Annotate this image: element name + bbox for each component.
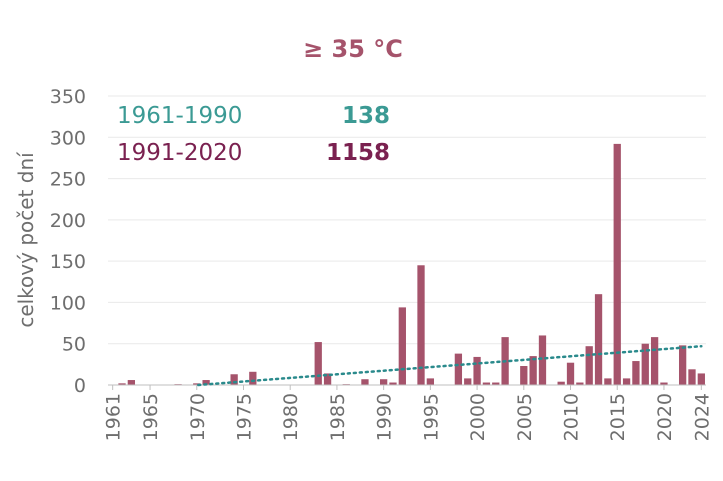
bar <box>697 373 705 385</box>
bar <box>678 345 687 385</box>
bar <box>650 337 659 385</box>
bar <box>473 356 481 385</box>
bar <box>529 356 537 385</box>
x-axis: 1961 1965 1970 1975 1980 1985 1990 1995 2000 2005… <box>103 385 713 441</box>
bar <box>323 373 332 385</box>
x-tick-label: 2020 <box>654 393 676 441</box>
bar <box>193 383 201 385</box>
bar <box>426 378 435 385</box>
legend-value-2: 1158 <box>326 140 390 166</box>
y-tick-label: 250 <box>50 169 86 191</box>
bar <box>482 382 491 385</box>
chart-title: ≥ 35 °C <box>303 35 403 63</box>
bar <box>230 374 238 385</box>
trend-line <box>197 344 703 387</box>
bar <box>557 381 565 385</box>
x-tick-label: 1985 <box>327 393 349 441</box>
bar <box>398 307 406 385</box>
y-axis: 0 50 100 150 200 250 300 350 <box>50 86 86 397</box>
bar <box>632 361 640 385</box>
y-tick-label: 200 <box>50 210 86 232</box>
x-tick-label: 2024 <box>691 393 713 441</box>
bar <box>379 379 388 385</box>
bar <box>314 342 322 385</box>
y-tick-label: 50 <box>62 334 86 356</box>
x-tick-label: 1990 <box>374 393 396 441</box>
bar <box>585 346 593 385</box>
bar <box>660 382 668 385</box>
legend-period-2: 1991-2020 <box>117 140 242 166</box>
bar <box>492 382 500 385</box>
x-tick-label: 2015 <box>607 393 629 441</box>
y-tick-label: 150 <box>50 251 86 273</box>
x-tick-label: 1980 <box>280 393 302 441</box>
legend-value-1: 138 <box>342 103 390 129</box>
x-tick-label: 1970 <box>187 393 209 441</box>
bar <box>389 382 397 385</box>
x-tick-label: 2000 <box>467 393 489 441</box>
y-tick-label: 300 <box>50 127 86 149</box>
x-tick-label: 1975 <box>233 393 255 441</box>
grid <box>108 95 706 345</box>
x-tick-label: 1965 <box>140 393 162 441</box>
bar <box>417 265 425 385</box>
y-axis-label: celkový počet dní <box>14 151 38 328</box>
y-tick-label: 350 <box>50 86 86 108</box>
y-tick-label: 100 <box>50 292 86 314</box>
x-tick-label: 1961 <box>103 393 125 441</box>
bar <box>202 380 210 385</box>
bar <box>538 335 547 385</box>
bar <box>688 369 696 385</box>
bar <box>127 380 136 385</box>
bar <box>576 382 584 385</box>
y-tick-label: 0 <box>74 375 86 397</box>
bar <box>604 378 612 385</box>
bar <box>641 343 649 385</box>
bar <box>249 371 257 385</box>
bar <box>613 143 621 385</box>
bar <box>520 366 528 385</box>
x-tick-label: 1995 <box>420 393 442 441</box>
bar <box>118 383 126 385</box>
bar <box>361 379 369 385</box>
bar <box>454 353 463 385</box>
bars <box>118 143 705 385</box>
x-tick-label: 2005 <box>514 393 536 441</box>
x-tick-label: 2010 <box>561 393 583 441</box>
bar <box>566 362 575 385</box>
legend: 1961-1990 138 1991-2020 1158 <box>117 103 390 166</box>
bar <box>594 294 603 385</box>
bar <box>464 378 472 385</box>
legend-period-1: 1961-1990 <box>117 103 242 129</box>
bar <box>622 378 631 385</box>
